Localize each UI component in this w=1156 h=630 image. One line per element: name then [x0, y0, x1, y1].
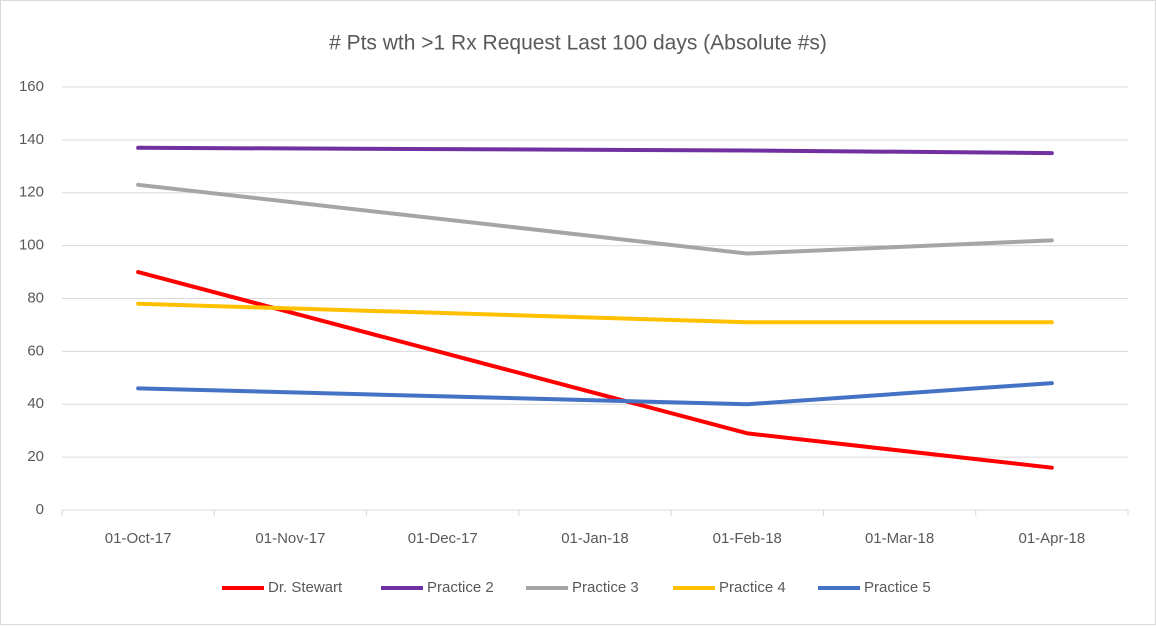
x-tick-label: 01-Feb-18 — [713, 530, 782, 547]
line-series — [136, 145, 1054, 156]
y-tick-label: 0 — [36, 501, 44, 518]
line-series — [136, 301, 1054, 325]
legend-label: Practice 3 — [572, 579, 639, 596]
line-series — [136, 381, 1054, 407]
y-tick-label: 120 — [19, 184, 44, 201]
y-tick-label: 100 — [19, 237, 44, 254]
legend-label: Practice 4 — [719, 579, 786, 596]
x-tick-label: 01-Apr-18 — [1019, 530, 1086, 547]
y-tick-label: 40 — [27, 395, 44, 412]
y-tick-label: 80 — [27, 289, 44, 306]
x-tick-label: 01-Oct-17 — [105, 530, 172, 547]
legend-label: Practice 5 — [864, 579, 931, 596]
line-series — [136, 270, 1054, 470]
x-tick-label: 01-Jan-18 — [561, 530, 629, 547]
y-tick-label: 140 — [19, 131, 44, 148]
y-tick-label: 60 — [27, 342, 44, 359]
chart-title: # Pts wth >1 Rx Request Last 100 days (A… — [329, 32, 827, 55]
y-tick-label: 20 — [27, 448, 44, 465]
legend-label: Dr. Stewart — [268, 579, 343, 596]
x-tick-label: 01-Mar-18 — [865, 530, 934, 547]
legend-label: Practice 2 — [427, 579, 494, 596]
y-tick-label: 160 — [19, 78, 44, 95]
x-tick-label: 01-Nov-17 — [255, 530, 325, 547]
line-series — [136, 182, 1054, 256]
x-tick-label: 01-Dec-17 — [408, 530, 478, 547]
